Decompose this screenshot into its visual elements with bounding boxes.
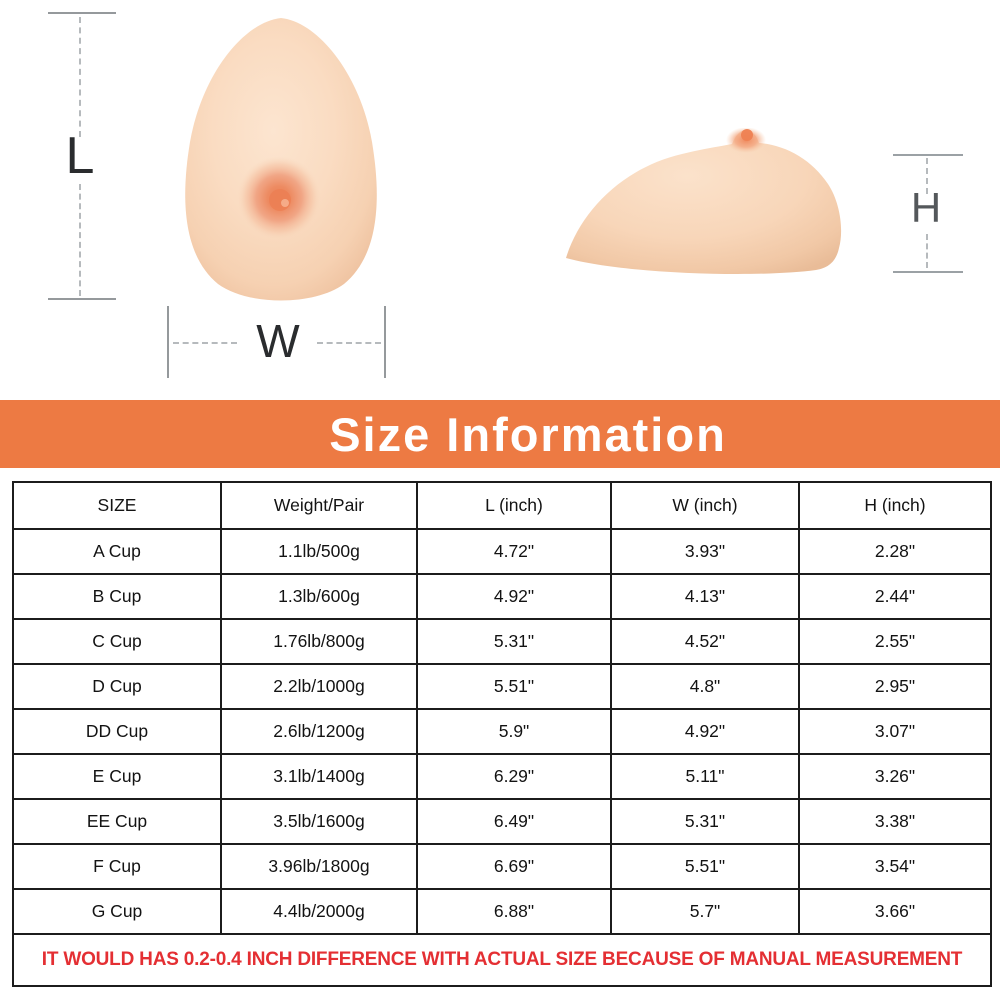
width-dim-dash-line [317,342,381,344]
table-cell: 5.31" [610,798,800,845]
table-row: F Cup 3.96lb/1800g 6.69" 5.51" 3.54" [12,843,992,890]
table-cell: 2.95" [798,663,992,710]
table-cell: 6.88" [416,888,612,935]
table-cell: 3.54" [798,843,992,890]
table-row: EE Cup 3.5lb/1600g 6.49" 5.31" 3.38" [12,798,992,845]
table-cell: B Cup [12,573,222,620]
table-row: C Cup 1.76lb/800g 5.31" 4.52" 2.55" [12,618,992,665]
table-cell: 3.5lb/1600g [220,798,418,845]
banner-title: Size Information [329,407,727,461]
height-dim-dash-line [926,234,928,268]
size-information-banner: Size Information [0,400,1000,468]
table-cell: 6.69" [416,843,612,890]
column-header: L (inch) [416,481,612,530]
width-dim-dash-line [173,342,237,344]
width-dimension-label: W [256,315,300,367]
measurement-note: IT WOULD HAS 0.2-0.4 INCH DIFFERENCE WIT… [12,933,992,987]
table-cell: D Cup [12,663,222,710]
note-row: IT WOULD HAS 0.2-0.4 INCH DIFFERENCE WIT… [12,933,992,987]
width-dim-right-cap [384,306,386,378]
table-row: E Cup 3.1lb/1400g 6.29" 5.11" 3.26" [12,753,992,800]
table-cell: 3.26" [798,753,992,800]
column-header: SIZE [12,481,222,530]
table-header-row: SIZE Weight/Pair L (inch) W (inch) H (inch) [12,481,992,530]
table-cell: 2.2lb/1000g [220,663,418,710]
column-header: W (inch) [610,481,800,530]
table-row: G Cup 4.4lb/2000g 6.88" 5.7" 3.66" [12,888,992,935]
column-header: H (inch) [798,481,992,530]
breast-form-side-view-image [566,128,842,274]
table-cell: 5.51" [416,663,612,710]
table-body: A Cup 1.1lb/500g 4.72" 3.93" 2.28" B Cup 1.3lb… [12,528,992,935]
table-cell: A Cup [12,528,222,575]
table-cell: F Cup [12,843,222,890]
table-cell: 5.7" [610,888,800,935]
height-dimension-label: H [910,184,942,231]
table-cell: 5.9" [416,708,612,755]
table-cell: 3.38" [798,798,992,845]
table-cell: 6.49" [416,798,612,845]
table-cell: 1.3lb/600g [220,573,418,620]
table-cell: 2.44" [798,573,992,620]
nipple [269,189,291,211]
height-dim-dash-line [926,158,928,194]
table-cell: 2.28" [798,528,992,575]
table-cell: 4.92" [416,573,612,620]
table-cell: 3.93" [610,528,800,575]
length-dim-bottom-cap [48,298,116,300]
table-cell: 5.51" [610,843,800,890]
table-cell: DD Cup [12,708,222,755]
table-cell: 2.6lb/1200g [220,708,418,755]
column-header: Weight/Pair [220,481,418,530]
width-dim-left-cap [167,306,169,378]
height-dim-top-cap [893,154,963,156]
table-cell: 4.8" [610,663,800,710]
table-cell: 4.72" [416,528,612,575]
table-cell: 4.13" [610,573,800,620]
table-cell: 3.96lb/1800g [220,843,418,890]
length-dim-top-cap [48,12,116,14]
table-cell: 4.92" [610,708,800,755]
table-cell: 5.31" [416,618,612,665]
table-cell: G Cup [12,888,222,935]
side-nipple [741,129,753,141]
table-row: D Cup 2.2lb/1000g 5.51" 4.8" 2.95" [12,663,992,710]
table-cell: 4.52" [610,618,800,665]
table-row: B Cup 1.3lb/600g 4.92" 4.13" 2.44" [12,573,992,620]
nipple-highlight [281,199,289,207]
table-cell: 3.1lb/1400g [220,753,418,800]
table-cell: 1.1lb/500g [220,528,418,575]
product-views-section: L W H [0,0,1000,400]
table-cell: EE Cup [12,798,222,845]
breast-form-front-view-image [185,18,377,301]
table-cell: 2.55" [798,618,992,665]
size-table: SIZE Weight/Pair L (inch) W (inch) H (inch) … [12,481,992,987]
length-dimension-label: L [65,127,95,185]
length-dim-dash-line [79,17,81,137]
table-cell: 1.76lb/800g [220,618,418,665]
side-dome-shape [566,129,842,274]
table-cell: 4.4lb/2000g [220,888,418,935]
table-cell: C Cup [12,618,222,665]
table-row: DD Cup 2.6lb/1200g 5.9" 4.92" 3.07" [12,708,992,755]
table-cell: 3.66" [798,888,992,935]
table-cell: 3.07" [798,708,992,755]
table-cell: E Cup [12,753,222,800]
table-cell: 5.11" [610,753,800,800]
table-row: A Cup 1.1lb/500g 4.72" 3.93" 2.28" [12,528,992,575]
height-dim-bottom-cap [893,271,963,273]
length-dim-dash-line [79,184,81,296]
table-cell: 6.29" [416,753,612,800]
